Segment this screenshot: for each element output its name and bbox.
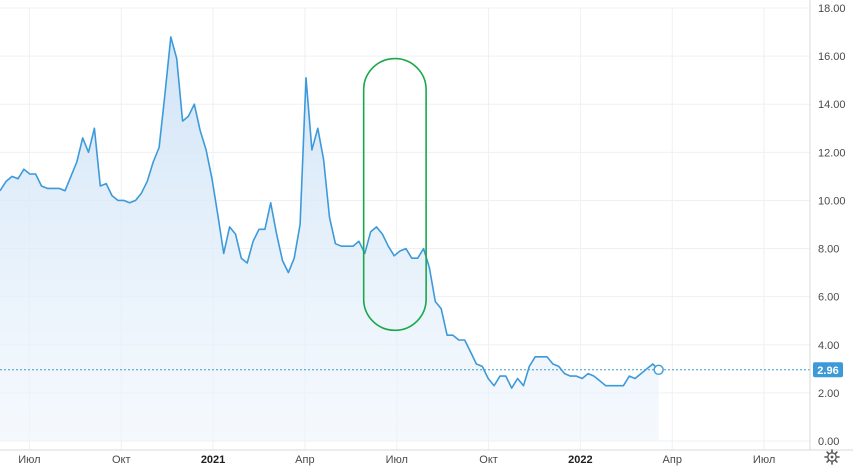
y-tick-label: 12.00 (818, 147, 846, 159)
current-value-badge: 2.96 (813, 362, 843, 378)
y-tick-label: 18.00 (818, 3, 846, 15)
x-tick-label: Окт (112, 454, 131, 466)
x-tick-label: Июл (753, 454, 775, 466)
settings-gear-icon[interactable] (824, 449, 840, 465)
y-axis-ticks: 0.00 2.00 4.00 6.00 8.00 10.00 12.00 14.00 16.00… (818, 3, 846, 448)
y-tick-label: 14.00 (818, 99, 846, 111)
series-area-fill (0, 36, 659, 442)
current-value-label: 2.96 (817, 365, 838, 377)
x-tick-label: Июл (386, 454, 408, 466)
y-tick-label: 16.00 (818, 51, 846, 63)
last-point-marker[interactable] (653, 364, 664, 375)
x-axis-ticks: Июл Окт 2021 Апр Июл Окт 2022 Апр Июл (18, 454, 775, 466)
y-tick-label: 2.00 (818, 388, 839, 400)
y-tick-label: 6.00 (818, 292, 839, 304)
x-tick-label: 2021 (201, 454, 225, 466)
y-tick-label: 4.00 (818, 340, 839, 352)
highlight-annotation (362, 57, 427, 332)
x-tick-label: Апр (663, 454, 682, 466)
y-tick-label: 0.00 (818, 436, 839, 448)
x-tick-label: Июл (18, 454, 40, 466)
y-tick-label: 10.00 (818, 195, 846, 207)
series-line (0, 36, 660, 389)
x-tick-label: Апр (295, 454, 314, 466)
x-tick-label: Окт (479, 454, 498, 466)
y-tick-label: 8.00 (818, 244, 839, 256)
current-value-badge-bg (813, 362, 843, 378)
x-tick-label: 2022 (568, 454, 592, 466)
